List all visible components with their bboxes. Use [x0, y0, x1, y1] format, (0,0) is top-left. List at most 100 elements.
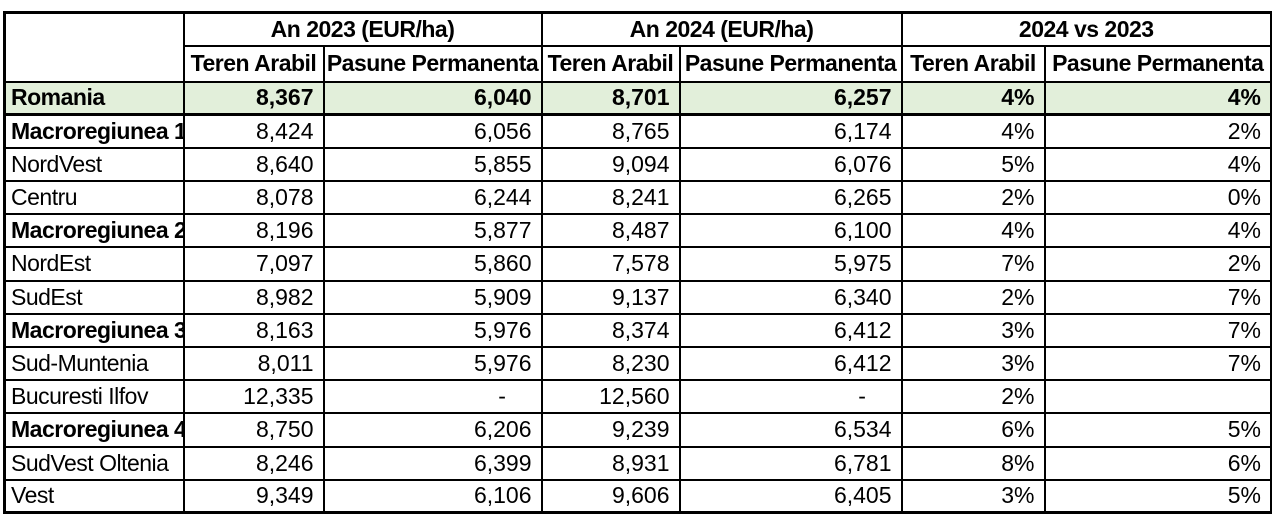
land-price-table: An 2023 (EUR/ha) An 2024 (EUR/ha) 2024 v… [3, 11, 1272, 515]
pct-cell: 0% [1043, 180, 1272, 216]
pct-cell: 6% [1043, 445, 1272, 481]
value-cell: 6,405 [678, 478, 903, 514]
value-cell: 6,412 [678, 345, 903, 382]
pct-cell: 7% [1043, 312, 1272, 349]
pct-cell: 5% [1043, 478, 1272, 514]
region-cell: Bucuresti Ilfov [3, 379, 185, 415]
header-an-2023: An 2023 (EUR/ha) [182, 11, 543, 46]
pct-cell: 2% [1043, 113, 1272, 149]
pct-cell: 5% [1043, 412, 1272, 448]
pct-cell: 2% [1043, 246, 1272, 282]
col-header-pasune-2024: Pasune Permanenta [678, 44, 903, 83]
value-cell: 7,097 [182, 246, 325, 282]
value-cell: 8,424 [182, 113, 325, 149]
value-cell: 6,412 [678, 312, 903, 349]
value-cell: 8,163 [182, 312, 325, 349]
region-cell: Macroregiunea 1 [3, 113, 185, 149]
value-cell: 8,750 [182, 412, 325, 448]
row-macroregiunea-2: Macroregiunea 2 8,196 5,877 8,487 6,100 … [3, 213, 1272, 249]
value-cell: 5,976 [322, 312, 543, 349]
value-cell: 6,244 [322, 180, 543, 216]
region-cell: Macroregiunea 2 [3, 213, 185, 249]
pct-cell: 7% [1043, 279, 1272, 315]
col-header-pasune-vs: Pasune Permanenta [1043, 44, 1272, 83]
pct-cell: 4% [900, 113, 1046, 149]
value-cell: 6,174 [678, 113, 903, 149]
row-sudvest-oltenia: SudVest Oltenia 8,246 6,399 8,931 6,781 … [3, 445, 1272, 481]
value-cell: 9,094 [540, 146, 681, 183]
region-cell: Macroregiunea 4 [3, 412, 185, 448]
value-cell: 6,040 [322, 80, 543, 117]
value-cell: 8,011 [182, 345, 325, 382]
region-cell: Vest [3, 478, 185, 514]
col-header-pasune-2023: Pasune Permanenta [322, 44, 543, 83]
value-cell: 8,931 [540, 445, 681, 481]
pct-cell: 8% [900, 445, 1046, 481]
value-cell: 6,534 [678, 412, 903, 448]
row-nordvest: NordVest 8,640 5,855 9,094 6,076 5% 4% [3, 146, 1272, 183]
value-cell: 9,137 [540, 279, 681, 315]
col-header-teren-arabil-2024: Teren Arabil [540, 44, 681, 83]
value-cell: 8,640 [182, 146, 325, 183]
value-cell: 5,976 [322, 345, 543, 382]
value-cell: 9,239 [540, 412, 681, 448]
row-vest: Vest 9,349 6,106 9,606 6,405 3% 5% [3, 478, 1272, 514]
value-cell: 6,781 [678, 445, 903, 481]
pct-cell: 6% [900, 412, 1046, 448]
row-bucuresti-ilfov: Bucuresti Ilfov 12,335 - 12,560 - 2% [3, 379, 1272, 415]
value-cell: 12,560 [540, 379, 681, 415]
region-cell: NordVest [3, 146, 185, 183]
value-cell: 8,701 [540, 80, 681, 117]
value-cell: 8,374 [540, 312, 681, 349]
col-header-teren-arabil-2023: Teren Arabil [182, 44, 325, 83]
row-macroregiunea-4: Macroregiunea 4 8,750 6,206 9,239 6,534 … [3, 412, 1272, 448]
region-cell: SudEst [3, 279, 185, 315]
pct-cell: 2% [900, 180, 1046, 216]
value-cell: 9,349 [182, 478, 325, 514]
col-header-teren-arabil-vs: Teren Arabil [900, 44, 1046, 83]
pct-cell: 4% [900, 213, 1046, 249]
value-cell: 6,265 [678, 180, 903, 216]
region-cell: Centru [3, 180, 185, 216]
region-cell: Sud-Muntenia [3, 345, 185, 382]
value-cell: 8,241 [540, 180, 681, 216]
value-cell: 8,246 [182, 445, 325, 481]
header-columns-row: Teren Arabil Pasune Permanenta Teren Ara… [5, 44, 1272, 83]
value-cell: 6,340 [678, 279, 903, 315]
row-macroregiunea-3: Macroregiunea 3 8,163 5,976 8,374 6,412 … [3, 312, 1272, 349]
pct-cell: 3% [900, 345, 1046, 382]
value-cell: 5,855 [322, 146, 543, 183]
row-nordest: NordEst 7,097 5,860 7,578 5,975 7% 2% [3, 246, 1272, 282]
region-cell: NordEst [3, 246, 185, 282]
pct-cell: 4% [900, 80, 1046, 117]
value-cell: 5,909 [322, 279, 543, 315]
value-cell: 6,399 [322, 445, 543, 481]
pct-cell: 4% [1043, 146, 1272, 183]
row-sudest: SudEst 8,982 5,909 9,137 6,340 2% 7% [3, 279, 1272, 315]
pct-cell: 2% [900, 379, 1046, 415]
pct-cell: 7% [900, 246, 1046, 282]
value-cell: - [322, 379, 543, 415]
pct-cell: 4% [1043, 80, 1272, 117]
value-cell: 5,975 [678, 246, 903, 282]
corner-cell [3, 11, 185, 83]
value-cell: 6,206 [322, 412, 543, 448]
value-cell: - [678, 379, 903, 415]
value-cell: 5,877 [322, 213, 543, 249]
value-cell: 6,056 [322, 113, 543, 149]
value-cell: 7,578 [540, 246, 681, 282]
pct-cell: 7% [1043, 345, 1272, 382]
region-cell: Macroregiunea 3 [3, 312, 185, 349]
row-sud-muntenia: Sud-Muntenia 8,011 5,976 8,230 6,412 3% … [3, 345, 1272, 382]
value-cell: 9,606 [540, 478, 681, 514]
value-cell: 6,257 [678, 80, 903, 117]
value-cell: 6,106 [322, 478, 543, 514]
value-cell: 12,335 [182, 379, 325, 415]
value-cell: 8,367 [182, 80, 325, 117]
header-group-row: An 2023 (EUR/ha) An 2024 (EUR/ha) 2024 v… [3, 11, 1272, 83]
value-cell: 6,076 [678, 146, 903, 183]
value-cell: 8,982 [182, 279, 325, 315]
value-cell: 5,860 [322, 246, 543, 282]
value-cell: 8,487 [540, 213, 681, 249]
value-cell: 8,230 [540, 345, 681, 382]
